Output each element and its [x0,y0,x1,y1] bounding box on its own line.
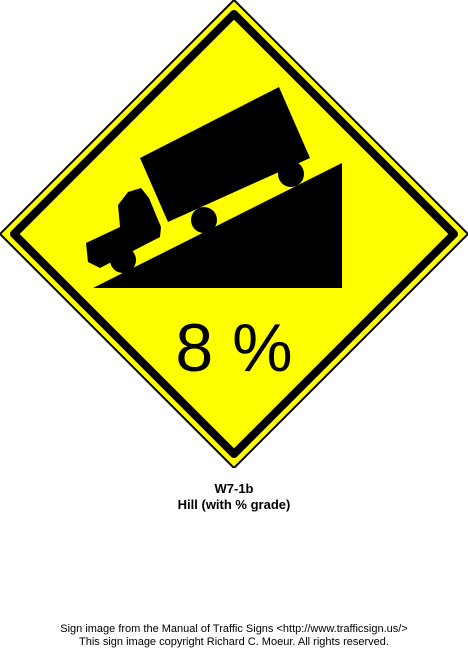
hill-slope [93,163,342,288]
sign-border [10,10,458,458]
warning-sign: 8 % [0,0,468,468]
truck-on-hill-icon [86,87,342,288]
footer-copyright: This sign image copyright Richard C. Moe… [79,636,389,648]
truck-front-wheel [110,247,136,273]
grade-percentage: 8 % [175,310,292,386]
truck-middle-wheel [191,207,217,233]
truck-trailer [140,87,310,222]
truck-cab [86,188,161,268]
sign-code: W7-1b [214,481,254,496]
footer-source: Sign image from the Manual of Traffic Si… [60,623,408,635]
sign-name: Hill (with % grade) [177,497,291,512]
truck-rear-wheel [278,161,304,187]
